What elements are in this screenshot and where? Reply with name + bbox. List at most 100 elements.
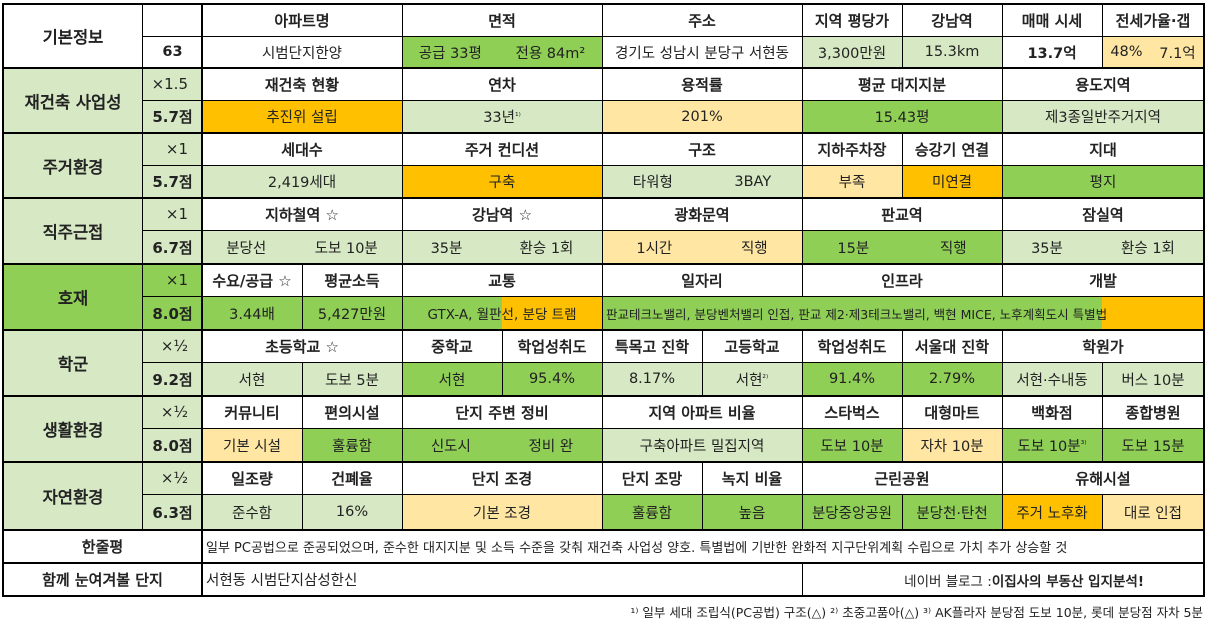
landscaping: 기본 조경 xyxy=(402,494,602,530)
basic-info-number: 63 xyxy=(143,36,202,68)
basic-info-blank xyxy=(143,4,202,36)
park-b: 분당천·탄천 xyxy=(902,494,1002,530)
section-score-4: 9.2점 xyxy=(143,362,202,396)
grid-line xyxy=(143,100,1204,101)
basic-header-2: 주소 xyxy=(602,4,802,36)
grid-line xyxy=(2,197,1205,199)
land-share: 15.43평 xyxy=(802,100,1002,133)
section-name-6: 자연환경 xyxy=(3,462,143,530)
grid-line xyxy=(143,362,1204,363)
apartment-name: 시범단지한양 xyxy=(202,36,402,68)
area-value: 공급 33평 전용 84m² xyxy=(402,36,602,68)
section-5-header-1: 편의시설 xyxy=(302,396,402,428)
section-score-1: 5.7점 xyxy=(143,165,202,198)
surrounding-a: 신도시 xyxy=(430,438,471,455)
grid-line xyxy=(143,428,1204,429)
department-store: 도보 10분 ³⁾ xyxy=(1002,428,1102,462)
grid-line xyxy=(1102,362,1103,396)
grid-line xyxy=(802,563,803,596)
structure: 타워형 3BAY xyxy=(602,165,802,198)
grid-line xyxy=(1102,3,1103,68)
grid-line xyxy=(402,3,403,68)
commute-4-a: 35분 xyxy=(1031,240,1063,257)
grid-line xyxy=(602,68,603,133)
exclusive-area: 전용 84m² xyxy=(515,45,586,62)
section-multiplier-2: ×1 xyxy=(143,198,202,230)
section-6-header-5: 근린공원 xyxy=(802,462,1002,494)
middle-achievement: 95.4% xyxy=(502,362,602,396)
footnote: ¹⁾ 일부 세대 조립식(PC공법) 구조(△) ²⁾ 초중고품아(△) ³⁾ … xyxy=(630,604,1203,620)
section-2-header-4: 잠실역 xyxy=(1002,198,1204,230)
grid-line xyxy=(1002,230,1003,264)
coverage-ratio: 16% xyxy=(302,494,402,530)
grid-line xyxy=(702,330,703,396)
grid-line xyxy=(802,396,803,462)
housing-condition: 구축 xyxy=(402,165,602,198)
structure-type: 타워형 xyxy=(632,175,673,191)
section-name-1: 주거환경 xyxy=(3,133,143,198)
grid-line xyxy=(302,362,303,396)
section-5-header-7: 종합병원 xyxy=(1102,396,1204,428)
section-1-header-3: 지하주차장 xyxy=(802,133,902,165)
section-name-3: 호재 xyxy=(3,264,143,330)
grid-line xyxy=(143,36,1204,37)
grid-line xyxy=(302,462,303,494)
grid-line xyxy=(402,68,403,133)
grid-line xyxy=(902,330,903,396)
grid-line xyxy=(402,330,403,396)
grid-line xyxy=(602,3,603,68)
grid-line xyxy=(802,462,803,494)
grid-line xyxy=(143,165,1204,166)
section-5-header-3: 지역 아파트 비율 xyxy=(602,396,802,428)
section-4-header-6: 서울대 진학 xyxy=(902,330,1002,362)
related-text: 서현동 시범단지삼성한신 xyxy=(202,563,802,596)
grid-line xyxy=(1002,3,1003,68)
average-income: 5,427만원 xyxy=(302,296,402,330)
grid-line xyxy=(2,329,1205,331)
building-age-text: 33년 xyxy=(483,110,515,126)
section-4-header-1: 중학교 xyxy=(402,330,502,362)
section-name-2: 직주근접 xyxy=(3,198,143,264)
middle-school: 서현 xyxy=(402,362,502,396)
transport-plan: GTX-A, 월판선, 분당 트램 xyxy=(402,296,602,330)
grid-line xyxy=(1102,494,1103,530)
section-5-header-2: 단지 주변 정비 xyxy=(402,396,602,428)
grid-line xyxy=(702,462,703,494)
grid-line xyxy=(802,133,803,198)
hazard-b: 대로 인접 xyxy=(1102,494,1204,530)
grid-line xyxy=(1002,68,1003,133)
commute-3: 15분 직행 xyxy=(802,230,1002,264)
section-name-4: 학군 xyxy=(3,330,143,396)
commute-0-a: 분당선 xyxy=(226,240,267,257)
section-5-header-0: 커뮤니티 xyxy=(202,396,302,428)
grid-line xyxy=(902,494,903,530)
high-school: 서현 ²⁾ xyxy=(702,362,802,396)
blog-name: 이집사의 부동산 입지분석! xyxy=(991,573,1144,590)
section-multiplier-1: ×1 xyxy=(143,133,202,165)
section-multiplier-3: ×1 xyxy=(143,264,202,296)
commute-0-b: 도보 10분 xyxy=(314,240,378,257)
grid-line xyxy=(143,230,1204,231)
grid-line xyxy=(302,296,303,330)
basic-header-4: 강남역 xyxy=(902,4,1002,36)
elementary-school: 서현 xyxy=(202,362,302,396)
grid-line xyxy=(702,494,703,530)
summary-label: 한줄평 xyxy=(3,530,202,563)
surrounding-b: 정비 완 xyxy=(528,438,574,455)
grid-line xyxy=(1002,198,1003,230)
jeonse-value: 48% 7.1억 xyxy=(1102,36,1204,68)
section-1-header-5: 지대 xyxy=(1002,133,1204,165)
commute-2: 1시간 직행 xyxy=(602,230,802,264)
section-1-header-2: 구조 xyxy=(602,133,802,165)
jeonse-gap: 7.1억 xyxy=(1159,45,1196,62)
section-4-header-4: 고등학교 xyxy=(702,330,802,362)
building-age: 33년 ¹⁾ xyxy=(402,100,602,133)
basic-header-0: 아파트명 xyxy=(202,4,402,36)
grid-line xyxy=(402,494,403,530)
underground-parking: 부족 xyxy=(802,165,902,198)
grid-line xyxy=(1002,264,1003,296)
grid-line xyxy=(2,461,1205,463)
region-price-value: 3,300만원 xyxy=(802,36,902,68)
grid-line xyxy=(602,198,603,230)
